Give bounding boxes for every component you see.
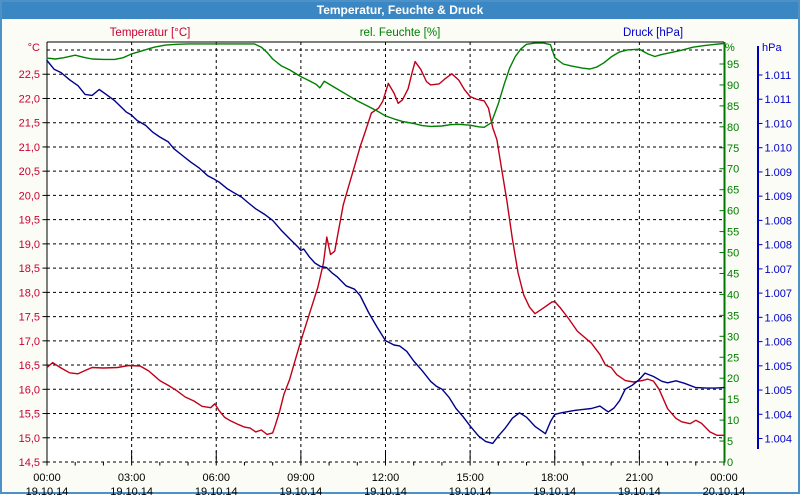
humidity-tick-label: 60: [727, 206, 739, 218]
temp-tick-label: 20,5: [19, 166, 40, 178]
pressure-line: [46, 59, 725, 445]
pressure-tick-label: 1.008: [765, 240, 793, 252]
pressure-tick-label: 1.006: [765, 337, 793, 349]
humidity-tick-label: 80: [727, 122, 739, 134]
x-time-label: 15:00: [456, 472, 484, 484]
pressure-tick-label: 1.004: [765, 434, 793, 446]
temp-tick-label: 21,0: [19, 142, 40, 154]
window-title: Temperatur, Feuchte & Druck: [316, 3, 484, 17]
x-time-label: 09:00: [287, 472, 315, 484]
pressure-tick-label: 1.011: [765, 70, 792, 82]
x-time-label: 21:00: [626, 472, 654, 484]
temp-tick-label: 16,0: [19, 384, 40, 396]
pressure-tick-label: 1.008: [765, 215, 793, 227]
pressure-tick-label: 1.004: [765, 409, 793, 421]
x-time-label: 12:00: [372, 472, 400, 484]
pressure-tick-label: 1.009: [765, 167, 793, 179]
legend-humidity-label: rel. Feuchte [%]: [359, 27, 441, 39]
pressure-tick-label: 1.007: [765, 264, 793, 276]
temp-tick-label: 22,5: [19, 69, 40, 81]
humidity-tick-label: 65: [727, 185, 739, 197]
humidity-tick-label: 0: [727, 457, 733, 469]
temp-tick-label: 17,0: [19, 336, 40, 348]
x-date-label: 19.10.14: [195, 486, 238, 498]
x-date-label: 19.10.14: [279, 486, 322, 498]
temp-tick-label: 21,5: [19, 118, 40, 130]
humidity-tick-label: 15: [727, 394, 739, 406]
x-date-label: 19.10.14: [618, 486, 661, 498]
humidity-tick-label: 10: [727, 415, 739, 427]
temp-tick-label: 19,0: [19, 239, 40, 251]
pressure-axis-unit-label: hPa: [762, 42, 782, 54]
pressure-tick-label: 1.007: [765, 288, 793, 300]
humidity-tick-label: 5: [727, 436, 733, 448]
humidity-line: [46, 42, 725, 129]
temp-tick-label: 17,5: [19, 312, 40, 324]
pressure-tick-label: 1.005: [765, 361, 793, 373]
humidity-axis-unit-label: %: [725, 42, 735, 54]
temp-tick-label: 15,0: [19, 433, 40, 445]
temp-tick-label: 20,0: [19, 190, 40, 202]
title-bar: Temperatur, Feuchte & Druck: [2, 2, 798, 19]
humidity-tick-label: 45: [727, 268, 739, 280]
temperature-axis-unit-label: °C: [27, 42, 40, 54]
humidity-tick-label: 20: [727, 373, 739, 385]
pressure-tick-label: 1.011: [765, 94, 792, 106]
temp-tick-label: 22,0: [19, 93, 40, 105]
pressure-tick-label: 1.005: [765, 385, 793, 397]
temperature-line: [46, 60, 725, 436]
x-time-label: 00:00: [33, 472, 61, 484]
temp-tick-label: 14,5: [19, 457, 40, 469]
pressure-tick-label: 1.009: [765, 191, 793, 203]
x-date-label: 19.10.14: [449, 486, 492, 498]
x-time-label: 03:00: [118, 472, 146, 484]
humidity-tick-label: 35: [727, 310, 739, 322]
humidity-tick-label: 55: [727, 227, 739, 239]
humidity-tick-label: 85: [727, 101, 739, 113]
humidity-tick-label: 50: [727, 248, 739, 260]
pressure-tick-label: 1.010: [765, 118, 793, 130]
temp-tick-label: 16,5: [19, 360, 40, 372]
humidity-tick-label: 75: [727, 143, 739, 155]
x-time-label: 18:00: [541, 472, 569, 484]
legend-temperature-label: Temperatur [°C]: [109, 27, 191, 39]
humidity-tick-label: 30: [727, 331, 739, 343]
pressure-tick-label: 1.010: [765, 143, 793, 155]
x-date-label: 19.10.14: [533, 486, 576, 498]
humidity-tick-label: 70: [727, 164, 739, 176]
x-date-label: 19.10.14: [26, 486, 69, 498]
temp-tick-label: 15,5: [19, 409, 40, 421]
temp-tick-label: 19,5: [19, 215, 40, 227]
humidity-tick-label: 90: [727, 80, 739, 92]
x-time-label: 06:00: [202, 472, 230, 484]
x-date-label: 19.10.14: [364, 486, 407, 498]
temp-tick-label: 18,0: [19, 287, 40, 299]
legend-pressure-label: Druck [hPa]: [622, 27, 684, 39]
x-time-label: 00:00: [710, 472, 738, 484]
temp-tick-label: 18,5: [19, 263, 40, 275]
humidity-tick-label: 95: [727, 59, 739, 71]
humidity-tick-label: 40: [727, 289, 739, 301]
pressure-tick-label: 1.006: [765, 312, 793, 324]
x-date-label: 20.10.14: [703, 486, 746, 498]
x-date-label: 19.10.14: [110, 486, 153, 498]
humidity-tick-label: 25: [727, 352, 739, 364]
